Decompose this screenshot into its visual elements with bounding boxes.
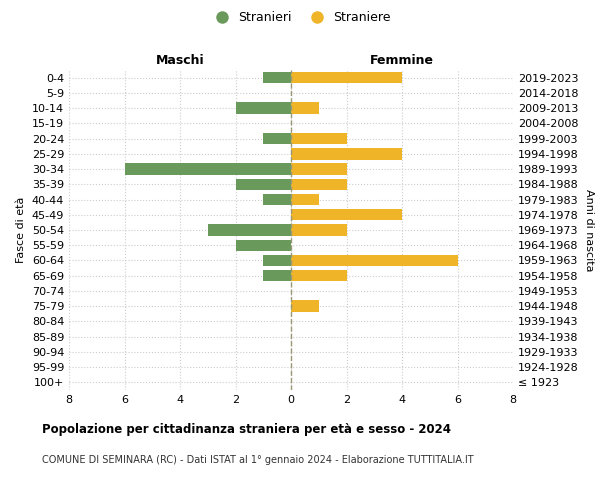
- Bar: [291, 148, 402, 160]
- Legend: Stranieri, Straniere: Stranieri, Straniere: [205, 6, 395, 29]
- Bar: [291, 133, 347, 144]
- Bar: [263, 255, 291, 266]
- Bar: [291, 270, 347, 281]
- Text: Popolazione per cittadinanza straniera per età e sesso - 2024: Popolazione per cittadinanza straniera p…: [42, 422, 451, 436]
- Bar: [291, 164, 347, 175]
- Bar: [291, 224, 347, 235]
- Text: COMUNE DI SEMINARA (RC) - Dati ISTAT al 1° gennaio 2024 - Elaborazione TUTTITALI: COMUNE DI SEMINARA (RC) - Dati ISTAT al …: [42, 455, 473, 465]
- Bar: [291, 209, 402, 220]
- Bar: [263, 194, 291, 205]
- Bar: [235, 102, 291, 114]
- Bar: [291, 178, 347, 190]
- Y-axis label: Anni di nascita: Anni di nascita: [584, 188, 594, 271]
- Bar: [208, 224, 291, 235]
- Bar: [235, 178, 291, 190]
- Bar: [235, 240, 291, 251]
- Text: Femmine: Femmine: [370, 54, 434, 68]
- Bar: [263, 270, 291, 281]
- Bar: [291, 255, 458, 266]
- Bar: [291, 102, 319, 114]
- Y-axis label: Fasce di età: Fasce di età: [16, 197, 26, 263]
- Text: Maschi: Maschi: [155, 54, 205, 68]
- Bar: [291, 194, 319, 205]
- Bar: [263, 133, 291, 144]
- Bar: [291, 300, 319, 312]
- Bar: [291, 72, 402, 84]
- Bar: [263, 72, 291, 84]
- Bar: [125, 164, 291, 175]
